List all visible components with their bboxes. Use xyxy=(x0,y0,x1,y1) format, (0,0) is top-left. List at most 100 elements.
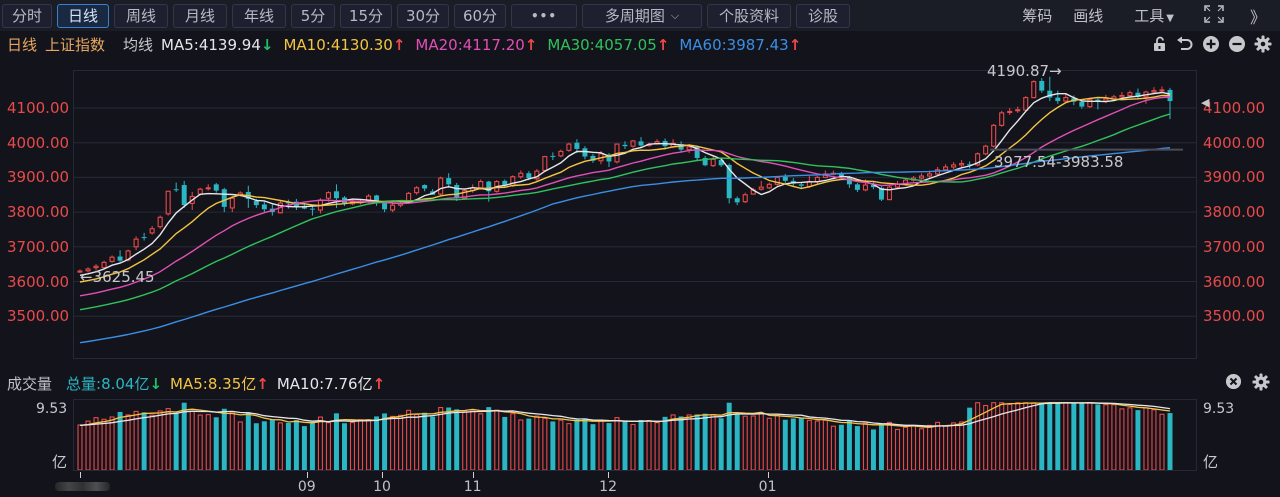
candle[interactable] xyxy=(630,139,636,148)
candle[interactable] xyxy=(1055,90,1061,104)
candle[interactable] xyxy=(438,176,444,196)
candle[interactable] xyxy=(1095,98,1101,110)
more-button[interactable]: ••• xyxy=(511,3,577,28)
candle[interactable] xyxy=(229,196,235,213)
chips-button[interactable]: 筹码 xyxy=(1022,7,1053,25)
volume-bar xyxy=(550,421,556,470)
candle[interactable] xyxy=(878,186,884,201)
tools-dropdown[interactable]: 工具 ▼ xyxy=(1134,5,1174,26)
candle[interactable] xyxy=(542,155,548,172)
candle[interactable] xyxy=(758,180,764,191)
candle[interactable] xyxy=(133,236,139,251)
candle[interactable] xyxy=(213,182,219,193)
candle[interactable] xyxy=(414,186,420,195)
tab-period-7[interactable]: 30分 xyxy=(397,3,449,28)
zoom-out-icon[interactable] xyxy=(1228,35,1246,53)
candle[interactable] xyxy=(814,176,820,185)
candle[interactable] xyxy=(157,215,163,229)
candle[interactable] xyxy=(1007,108,1013,115)
candle[interactable] xyxy=(983,144,989,156)
collapse-panel-button[interactable]: 》 xyxy=(1249,7,1266,27)
candle[interactable] xyxy=(991,123,997,148)
candle[interactable] xyxy=(149,225,155,235)
candle[interactable] xyxy=(446,173,452,188)
stock-info-button[interactable]: 个股资料 xyxy=(707,3,791,28)
candle[interactable] xyxy=(734,196,740,206)
price-tick-label: 3900.00 xyxy=(7,168,70,187)
fullscreen-icon[interactable] xyxy=(1204,4,1224,27)
settings-icon[interactable] xyxy=(1252,373,1270,391)
settings-icon[interactable] xyxy=(1254,35,1272,53)
candle[interactable] xyxy=(109,255,115,263)
candle[interactable] xyxy=(622,141,628,149)
tab-period-1[interactable]: 日线 xyxy=(57,3,109,28)
ma-label[interactable]: 均线 xyxy=(123,36,154,54)
unlock-icon[interactable] xyxy=(1152,36,1168,52)
candle[interactable] xyxy=(117,250,123,263)
candle[interactable] xyxy=(1047,76,1053,102)
candle[interactable] xyxy=(782,173,788,183)
ma-legend: 日线 上证指数 均线 MA5:4139.94↓ MA10:4130.30↑ MA20… xyxy=(0,31,1280,58)
candle[interactable] xyxy=(1143,90,1149,104)
ma-value-ma10: MA10:4130.30↑ xyxy=(283,35,406,54)
candle[interactable] xyxy=(141,232,147,241)
candle[interactable] xyxy=(173,182,179,192)
candle[interactable] xyxy=(854,182,860,192)
tab-period-8[interactable]: 60分 xyxy=(454,3,506,28)
candle[interactable] xyxy=(951,162,957,170)
undo-icon[interactable] xyxy=(1176,36,1194,52)
candle[interactable] xyxy=(566,142,572,152)
candle[interactable] xyxy=(85,267,91,273)
candle[interactable] xyxy=(165,190,171,216)
candle[interactable] xyxy=(886,185,893,201)
candle[interactable] xyxy=(774,176,780,186)
candle[interactable] xyxy=(919,173,925,180)
candle[interactable] xyxy=(221,187,227,213)
volume-chart-panel[interactable] xyxy=(73,399,1197,471)
candle[interactable] xyxy=(606,153,612,167)
candle[interactable] xyxy=(333,184,339,208)
candle[interactable] xyxy=(518,170,524,179)
tab-period-0[interactable]: 分时 xyxy=(2,3,52,28)
candle[interactable] xyxy=(1159,86,1165,93)
tab-period-6[interactable]: 15分 xyxy=(340,3,392,28)
tab-period-3[interactable]: 月线 xyxy=(173,3,227,28)
candle[interactable] xyxy=(999,110,1005,127)
candle[interactable] xyxy=(1015,106,1021,113)
price-tick-label: 3500.00 xyxy=(1203,307,1266,326)
tab-period-4[interactable]: 年线 xyxy=(232,3,286,28)
candle[interactable] xyxy=(486,180,492,202)
candle[interactable] xyxy=(205,184,211,191)
tab-period-5[interactable]: 5分 xyxy=(291,3,335,28)
zoom-in-icon[interactable] xyxy=(1202,35,1220,53)
candle[interactable] xyxy=(1031,80,1037,99)
draw-line-button[interactable]: 画线 xyxy=(1073,7,1104,25)
volume-bar xyxy=(790,418,796,470)
candle[interactable] xyxy=(558,149,564,158)
candle[interactable] xyxy=(959,160,965,167)
ma30-line xyxy=(79,113,1171,311)
tab-period-2[interactable]: 周线 xyxy=(114,3,168,28)
candle[interactable] xyxy=(1063,94,1069,103)
price-chart-panel[interactable] xyxy=(73,70,1197,359)
candle[interactable] xyxy=(726,163,732,204)
close-icon[interactable] xyxy=(1225,373,1242,391)
diagnose-button[interactable]: 诊股 xyxy=(796,3,850,28)
candle[interactable] xyxy=(181,180,187,208)
candle[interactable] xyxy=(702,155,708,167)
candle[interactable] xyxy=(590,153,596,163)
candle[interactable] xyxy=(261,201,267,213)
volume-legend: 成交量 总量:8.04亿↓ MA5:8.35亿↑ MA10:7.76亿↑ xyxy=(0,370,1280,396)
candle[interactable] xyxy=(742,192,748,204)
candle[interactable] xyxy=(975,152,981,167)
candle[interactable] xyxy=(93,264,99,271)
candle[interactable] xyxy=(582,146,588,160)
multi-period-dropdown[interactable]: 多周期图 ⌵ xyxy=(582,3,702,28)
candle[interactable] xyxy=(766,182,772,190)
candle[interactable] xyxy=(77,269,83,273)
candle[interactable] xyxy=(550,152,556,161)
candle[interactable] xyxy=(1039,78,1045,93)
candle[interactable] xyxy=(189,191,195,211)
candle[interactable] xyxy=(422,184,428,192)
